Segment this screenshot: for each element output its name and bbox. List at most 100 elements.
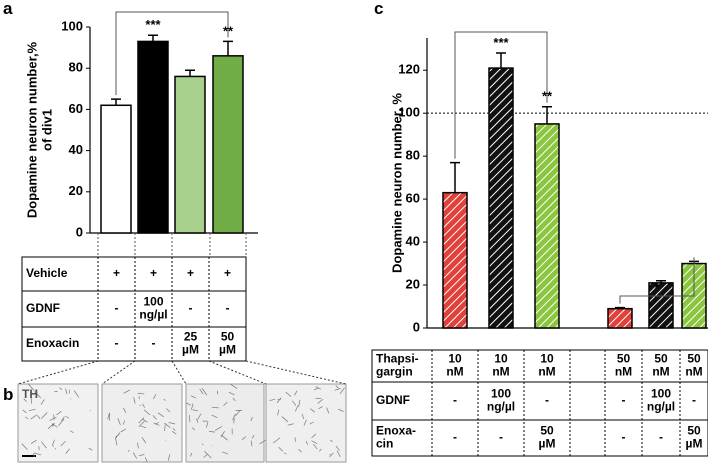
bar bbox=[137, 40, 169, 234]
error-bar bbox=[185, 69, 195, 77]
micrographs bbox=[17, 360, 347, 463]
neurite bbox=[70, 430, 74, 434]
neurite bbox=[157, 412, 164, 418]
y-tick-label: 60 bbox=[69, 101, 83, 116]
table-frame bbox=[371, 349, 708, 457]
table-cell: - bbox=[115, 336, 119, 350]
bar bbox=[442, 191, 468, 329]
neurite bbox=[189, 452, 193, 457]
neurite bbox=[49, 416, 57, 421]
neurite bbox=[230, 383, 238, 389]
table-cell: - bbox=[189, 301, 193, 315]
connector bbox=[245, 360, 347, 385]
neurite bbox=[235, 409, 241, 416]
y-axis-title: Dopamine neuron number, % bbox=[389, 93, 404, 273]
neurite bbox=[53, 414, 55, 421]
neurite bbox=[190, 395, 197, 399]
y-axis-title: Dopamine neuron number,% bbox=[24, 41, 39, 218]
neurite bbox=[132, 452, 138, 459]
micrograph bbox=[101, 383, 183, 463]
panel-letter: c bbox=[374, 0, 383, 18]
table-cell: + bbox=[224, 266, 231, 280]
neurite bbox=[138, 454, 145, 457]
neurite bbox=[23, 398, 27, 402]
connector bbox=[101, 360, 136, 385]
neurite bbox=[152, 415, 157, 420]
neurite bbox=[232, 397, 236, 402]
neurite bbox=[166, 408, 171, 413]
table-cell: - bbox=[453, 393, 457, 407]
neurite bbox=[22, 409, 27, 414]
neurite bbox=[144, 457, 148, 463]
table-cell: - bbox=[622, 393, 626, 407]
neurite bbox=[192, 409, 199, 412]
row-label: GDNF bbox=[376, 393, 410, 407]
neurite bbox=[33, 453, 35, 458]
neurite bbox=[137, 392, 145, 395]
y-tick-label: 0 bbox=[76, 224, 83, 239]
neurite bbox=[329, 439, 333, 442]
table-cell: + bbox=[150, 266, 157, 280]
neurite bbox=[30, 439, 37, 444]
neurite bbox=[41, 412, 48, 419]
table-cell: - bbox=[226, 301, 230, 315]
table-cell: 100 ng/µl bbox=[647, 387, 675, 414]
neurite bbox=[250, 440, 253, 447]
neurite bbox=[276, 397, 282, 404]
neurite bbox=[88, 447, 93, 451]
row-label: GDNF bbox=[26, 301, 60, 315]
neurite bbox=[205, 422, 209, 428]
neurite bbox=[281, 416, 289, 423]
table-frame bbox=[21, 256, 247, 362]
table-cell: + bbox=[113, 266, 120, 280]
neurite bbox=[37, 415, 41, 420]
neurite bbox=[220, 431, 225, 438]
table-cell: 50 µM bbox=[686, 424, 703, 451]
neurite bbox=[21, 443, 28, 450]
table-cell: - bbox=[622, 430, 626, 444]
neurite bbox=[272, 437, 281, 444]
neurite bbox=[201, 443, 204, 446]
neurite bbox=[47, 423, 55, 430]
neurite bbox=[61, 416, 65, 421]
neurite bbox=[141, 418, 148, 423]
neurite bbox=[127, 449, 130, 452]
neurite bbox=[250, 416, 253, 422]
connector bbox=[17, 360, 99, 385]
neurite bbox=[199, 388, 204, 395]
error-bar bbox=[111, 98, 121, 106]
y-tick-label: 60 bbox=[406, 191, 420, 206]
error-bar bbox=[450, 161, 460, 193]
neurite bbox=[287, 423, 294, 426]
neurite bbox=[185, 402, 192, 406]
neurite bbox=[318, 406, 323, 410]
error-bar bbox=[496, 52, 506, 69]
significance-bracket bbox=[115, 11, 229, 96]
connector bbox=[171, 360, 187, 385]
significance: * bbox=[654, 280, 660, 295]
neurite bbox=[306, 440, 308, 445]
significance: *** bbox=[493, 35, 509, 50]
neurite bbox=[115, 438, 118, 446]
y-tick-label: 80 bbox=[69, 60, 83, 75]
neurite bbox=[65, 448, 70, 454]
neurite bbox=[335, 445, 340, 451]
y-axis-title: of div1 bbox=[39, 109, 54, 151]
row-label: Vehicle bbox=[26, 266, 68, 280]
neurite bbox=[294, 390, 298, 396]
table-cell: - bbox=[692, 393, 696, 407]
neurite bbox=[123, 407, 127, 413]
bar bbox=[212, 55, 244, 234]
neurite bbox=[172, 428, 176, 431]
neurite bbox=[117, 418, 121, 426]
neurite bbox=[34, 452, 42, 456]
bar bbox=[534, 123, 560, 329]
micrograph bbox=[185, 383, 265, 463]
table-cell: 50 nM bbox=[652, 352, 669, 379]
neurite bbox=[73, 390, 80, 398]
y-tick-label: 100 bbox=[398, 105, 420, 120]
neurite bbox=[313, 444, 318, 450]
neurite bbox=[56, 410, 62, 416]
neurite bbox=[222, 451, 229, 455]
